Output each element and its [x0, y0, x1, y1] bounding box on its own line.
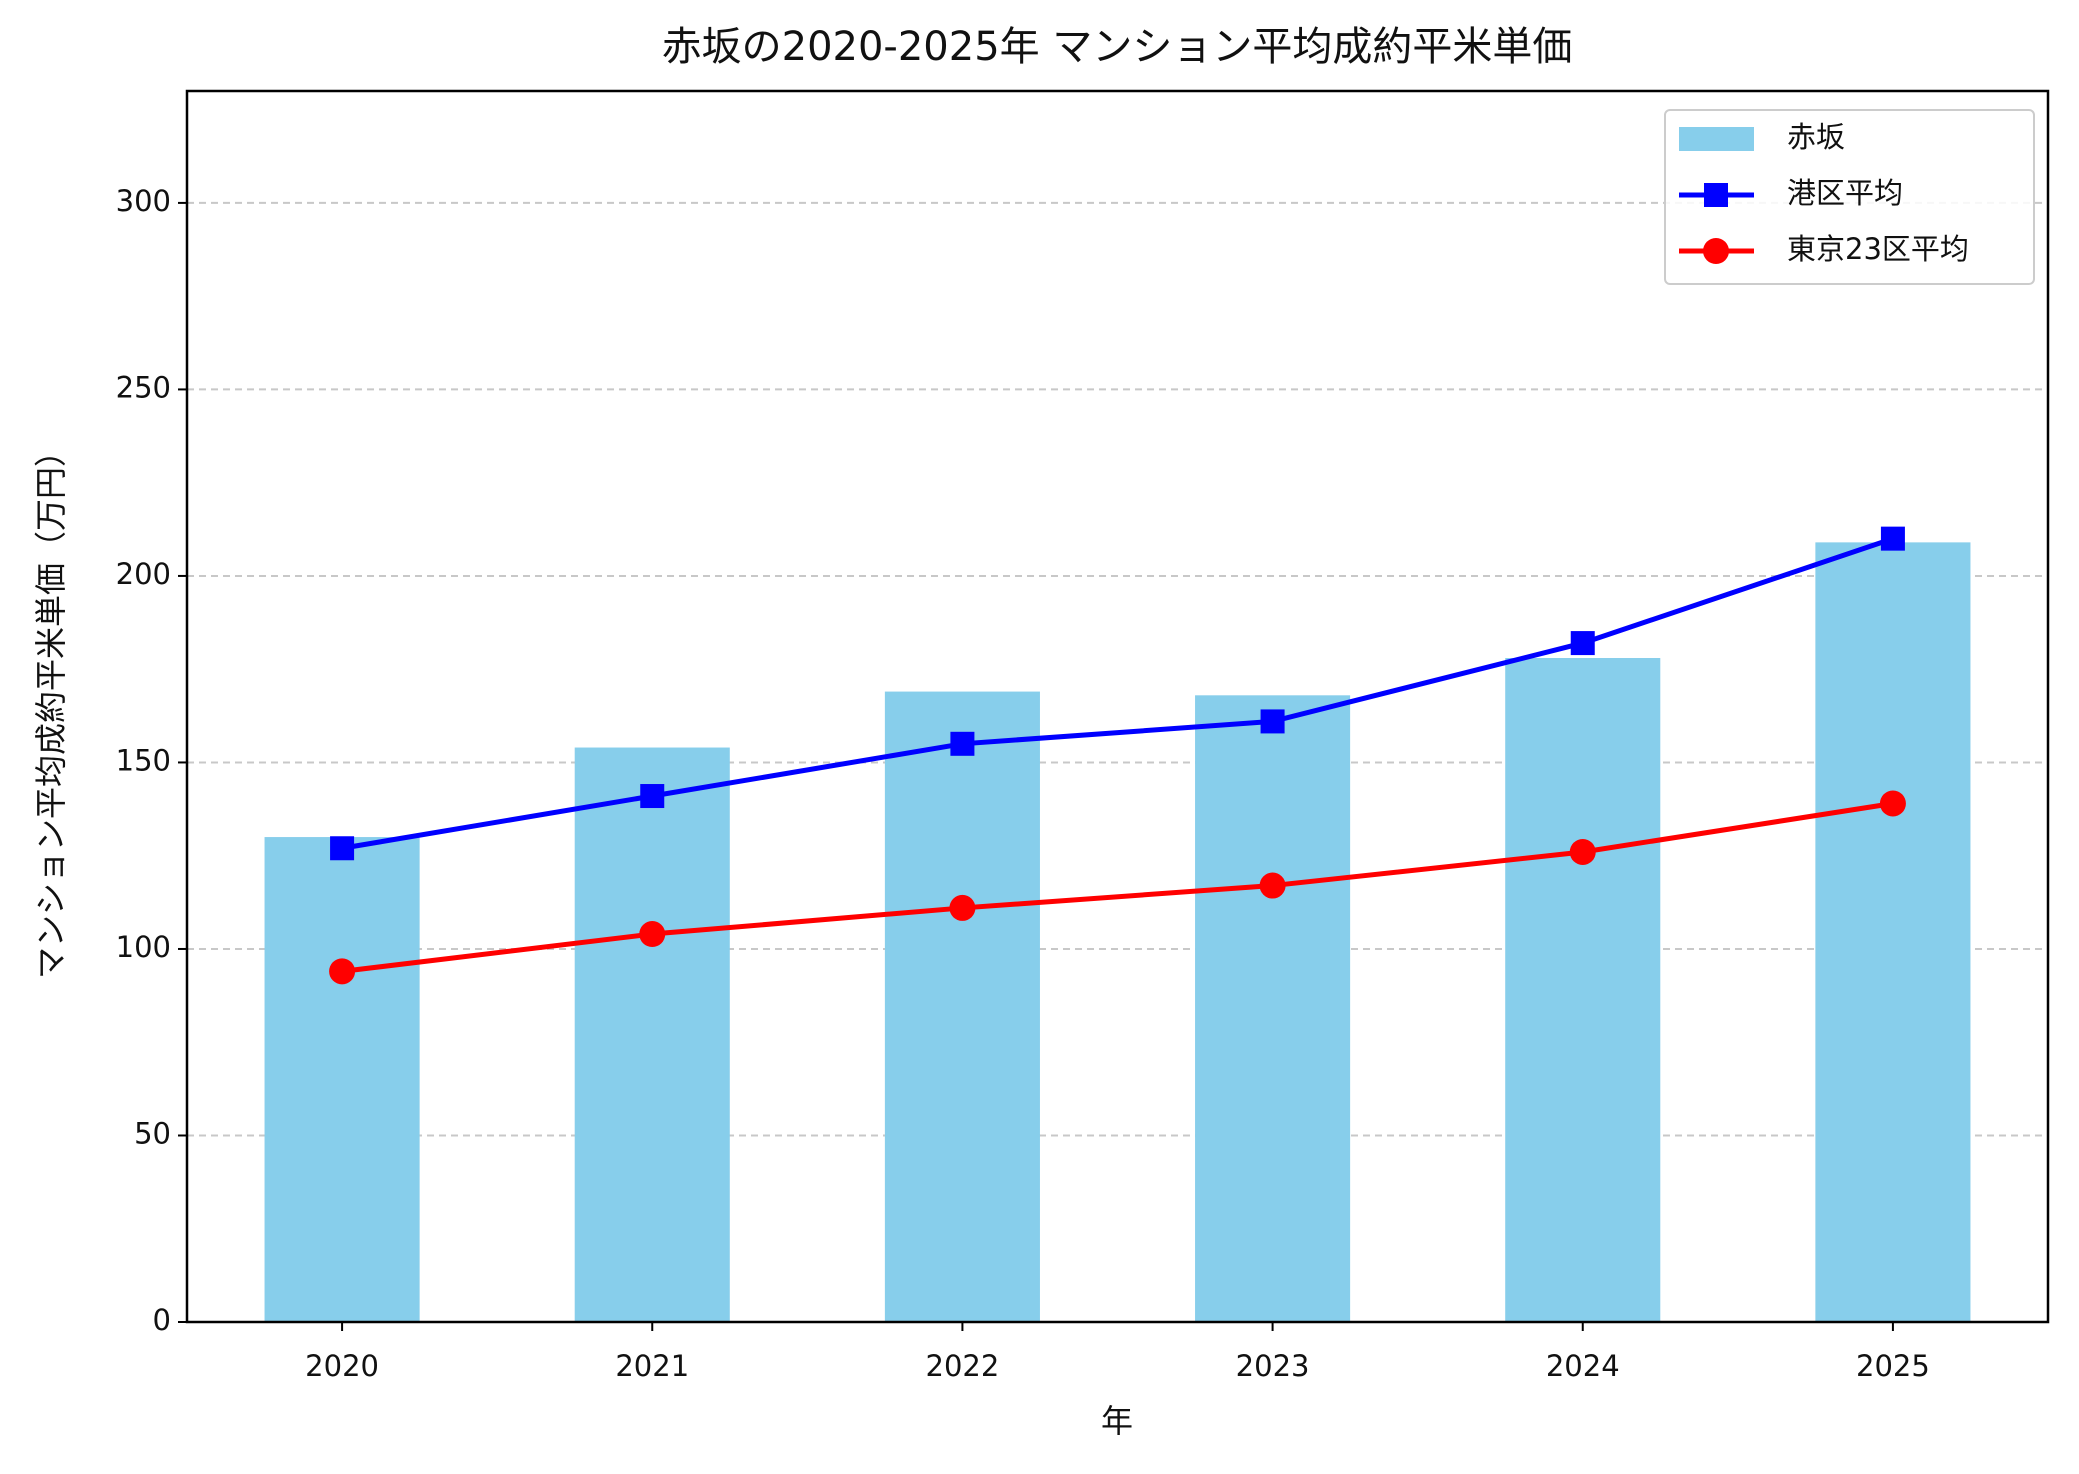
- x-tick-label: 2021: [615, 1349, 689, 1383]
- legend-label: 東京23区平均: [1787, 232, 1969, 266]
- marker: [329, 958, 356, 985]
- marker: [1260, 709, 1285, 734]
- bar: [1505, 658, 1661, 1322]
- y-tick-label: 300: [116, 184, 171, 218]
- marker: [950, 731, 975, 756]
- bar: [884, 691, 1040, 1322]
- marker: [1879, 790, 1906, 817]
- legend-swatch: [1679, 127, 1754, 151]
- legend-label: 赤坂: [1787, 120, 1845, 154]
- y-axis-label: マンション平均成約平米単価（万円）: [32, 435, 70, 979]
- marker: [1259, 872, 1286, 899]
- legend-box: [1664, 109, 2035, 285]
- x-axis-label: 年: [1101, 1402, 1133, 1440]
- y-tick-label: 200: [116, 557, 171, 591]
- marker: [1880, 526, 1905, 551]
- y-tick-label: 250: [116, 370, 171, 404]
- line: [341, 536, 1894, 851]
- x-tick-label: 2024: [1546, 1349, 1620, 1383]
- plot-frame: [185, 89, 2050, 1324]
- legend-marker: [1703, 238, 1729, 264]
- y-tick-label: 150: [116, 743, 171, 777]
- y-tick-label: 100: [116, 930, 171, 964]
- chart-title: 赤坂の2020-2025年 マンション平均成約平米単価: [662, 24, 1573, 70]
- legend-marker: [1704, 183, 1728, 207]
- x-tick-label: 2023: [1236, 1349, 1310, 1383]
- marker: [1570, 631, 1595, 656]
- x-tick-label: 2020: [305, 1349, 379, 1383]
- bar: [264, 837, 420, 1322]
- legend-label: 港区平均: [1787, 176, 1903, 210]
- line: [341, 801, 1894, 974]
- marker: [640, 784, 665, 809]
- marker: [330, 836, 355, 861]
- bar: [574, 747, 730, 1322]
- marker: [639, 921, 666, 948]
- bar: [1195, 695, 1351, 1322]
- x-tick-label: 2025: [1856, 1349, 1930, 1383]
- x-tick-label: 2022: [926, 1349, 1000, 1383]
- marker: [1569, 838, 1596, 865]
- y-tick-label: 0: [153, 1303, 171, 1337]
- bar: [1815, 542, 1971, 1322]
- y-tick-label: 50: [134, 1116, 171, 1150]
- marker: [949, 894, 976, 921]
